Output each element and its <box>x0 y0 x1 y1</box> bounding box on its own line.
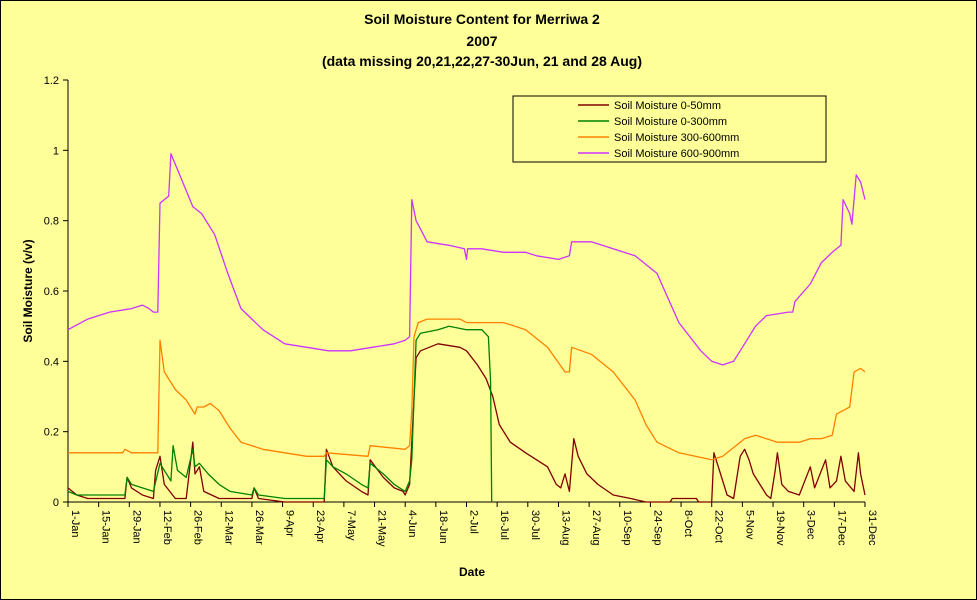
y-tick-label: 0.8 <box>44 216 59 228</box>
chart-title: Soil Moisture Content for Merriwa 2 2007… <box>322 11 642 69</box>
series-layer <box>67 153 866 503</box>
x-tick-label: 22-Oct <box>713 510 725 543</box>
legend-label: Soil Moisture 0-50mm <box>614 100 721 112</box>
y-axis-label: Soil Moisture (v/v) <box>21 239 35 342</box>
legend: Soil Moisture 0-50mm Soil Moisture 0-300m… <box>512 95 827 163</box>
x-tick-label: 19-Nov <box>774 510 786 546</box>
x-tick-label: 7-May <box>345 510 357 541</box>
x-tick-label: 15-Jan <box>100 510 112 544</box>
legend-label: Soil Moisture 300-600mm <box>614 132 739 144</box>
x-tick-label: 23-Apr <box>314 510 326 543</box>
series-line-1 <box>67 343 866 503</box>
series-line-4 <box>67 153 866 366</box>
x-tick-label: 16-Jul <box>498 510 510 540</box>
legend-box <box>512 95 827 163</box>
y-tick-label: 0 <box>53 497 59 509</box>
x-tick-label: 12-Feb <box>161 510 173 545</box>
series-line-2 <box>67 325 493 503</box>
x-tick-label: 21-May <box>376 510 388 547</box>
x-tick-label: 12-Mar <box>222 510 234 545</box>
x-tick-label: 5-Nov <box>743 510 755 540</box>
x-tick-label: 4-Jun <box>406 510 418 538</box>
x-tick-label: 26-Mar <box>253 510 265 545</box>
y-tick-label: 1 <box>53 145 59 157</box>
x-tick-label: 31-Dec <box>866 510 878 546</box>
chart-title-line-3: (data missing 20,21,22,27-30Jun, 21 and … <box>322 53 642 69</box>
y-tick-label: 0.2 <box>44 427 59 439</box>
x-tick-label: 10-Sep <box>621 510 633 545</box>
x-tick-label: 3-Dec <box>805 510 817 540</box>
chart-title-line-2: 2007 <box>466 33 497 49</box>
legend-label: Soil Moisture 600-900mm <box>614 148 739 160</box>
x-tick-label: 13-Aug <box>559 510 571 545</box>
x-tick-label: 27-Aug <box>590 510 602 545</box>
y-tick-label: 0.4 <box>44 356 59 368</box>
x-tick-label: 2-Jul <box>468 510 480 534</box>
x-tick-label: 1-Jan <box>69 510 81 538</box>
x-tick-label: 26-Feb <box>192 510 204 545</box>
chart-title-line-1: Soil Moisture Content for Merriwa 2 <box>364 11 600 27</box>
axes: 0 0.2 0.4 0.6 0.8 1 1.2 1-Jan 15-Jan 29-Jan 12-Feb… <box>44 75 878 547</box>
y-tick-label: 0.6 <box>44 286 59 298</box>
y-tick-label: 1.2 <box>44 75 59 87</box>
x-tick-label: 9-Apr <box>284 510 296 537</box>
x-tick-label: 24-Sep <box>651 510 663 545</box>
x-tick-label: 29-Jan <box>130 510 142 544</box>
x-tick-label: 18-Jun <box>437 510 449 544</box>
legend-label: Soil Moisture 0-300mm <box>614 116 727 128</box>
x-tick-label: 8-Oct <box>682 510 694 537</box>
x-tick-label: 17-Dec <box>835 510 847 546</box>
series-line-3 <box>68 318 866 461</box>
x-tick-label: 30-Jul <box>529 510 541 540</box>
x-axis-label: Date <box>459 565 485 579</box>
